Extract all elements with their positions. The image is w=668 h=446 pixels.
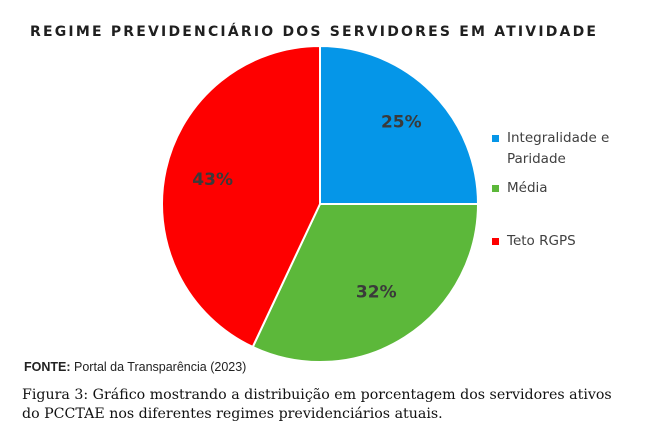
chart-title: REGIME PREVIDENCIÁRIO DOS SERVIDORES EM … xyxy=(30,24,599,40)
pie-slice-3 xyxy=(161,44,321,349)
legend-item-integralidade: Integralidade e Paridade xyxy=(492,128,627,170)
source-text: Portal da Transparência (2023) xyxy=(74,360,247,374)
chart-panel: REGIME PREVIDENCIÁRIO DOS SERVIDORES EM … xyxy=(20,14,610,374)
legend-label: Teto RGPS xyxy=(507,233,576,249)
data-label-2: 32% xyxy=(356,283,397,303)
source-note: FONTE: Portal da Transparência (2023) xyxy=(24,360,246,374)
figure-caption: Figura 3: Gráfico mostrando a distribuiç… xyxy=(22,387,612,422)
legend-item-media: Média xyxy=(492,178,627,199)
data-label-3: 43% xyxy=(192,170,233,190)
legend-swatch xyxy=(492,135,499,142)
source-label: FONTE: xyxy=(24,360,71,374)
legend-label: Média xyxy=(507,180,548,196)
legend-swatch xyxy=(492,185,499,192)
pie-chart: 25% 32% 43% xyxy=(161,44,480,363)
legend-item-teto-rgps: Teto RGPS xyxy=(492,231,627,252)
data-label-1: 25% xyxy=(381,113,422,133)
legend-swatch xyxy=(492,238,499,245)
legend-label: Integralidade e Paridade xyxy=(507,130,610,167)
pie-slice-2 xyxy=(251,203,480,363)
pie-slice-1 xyxy=(319,44,480,205)
